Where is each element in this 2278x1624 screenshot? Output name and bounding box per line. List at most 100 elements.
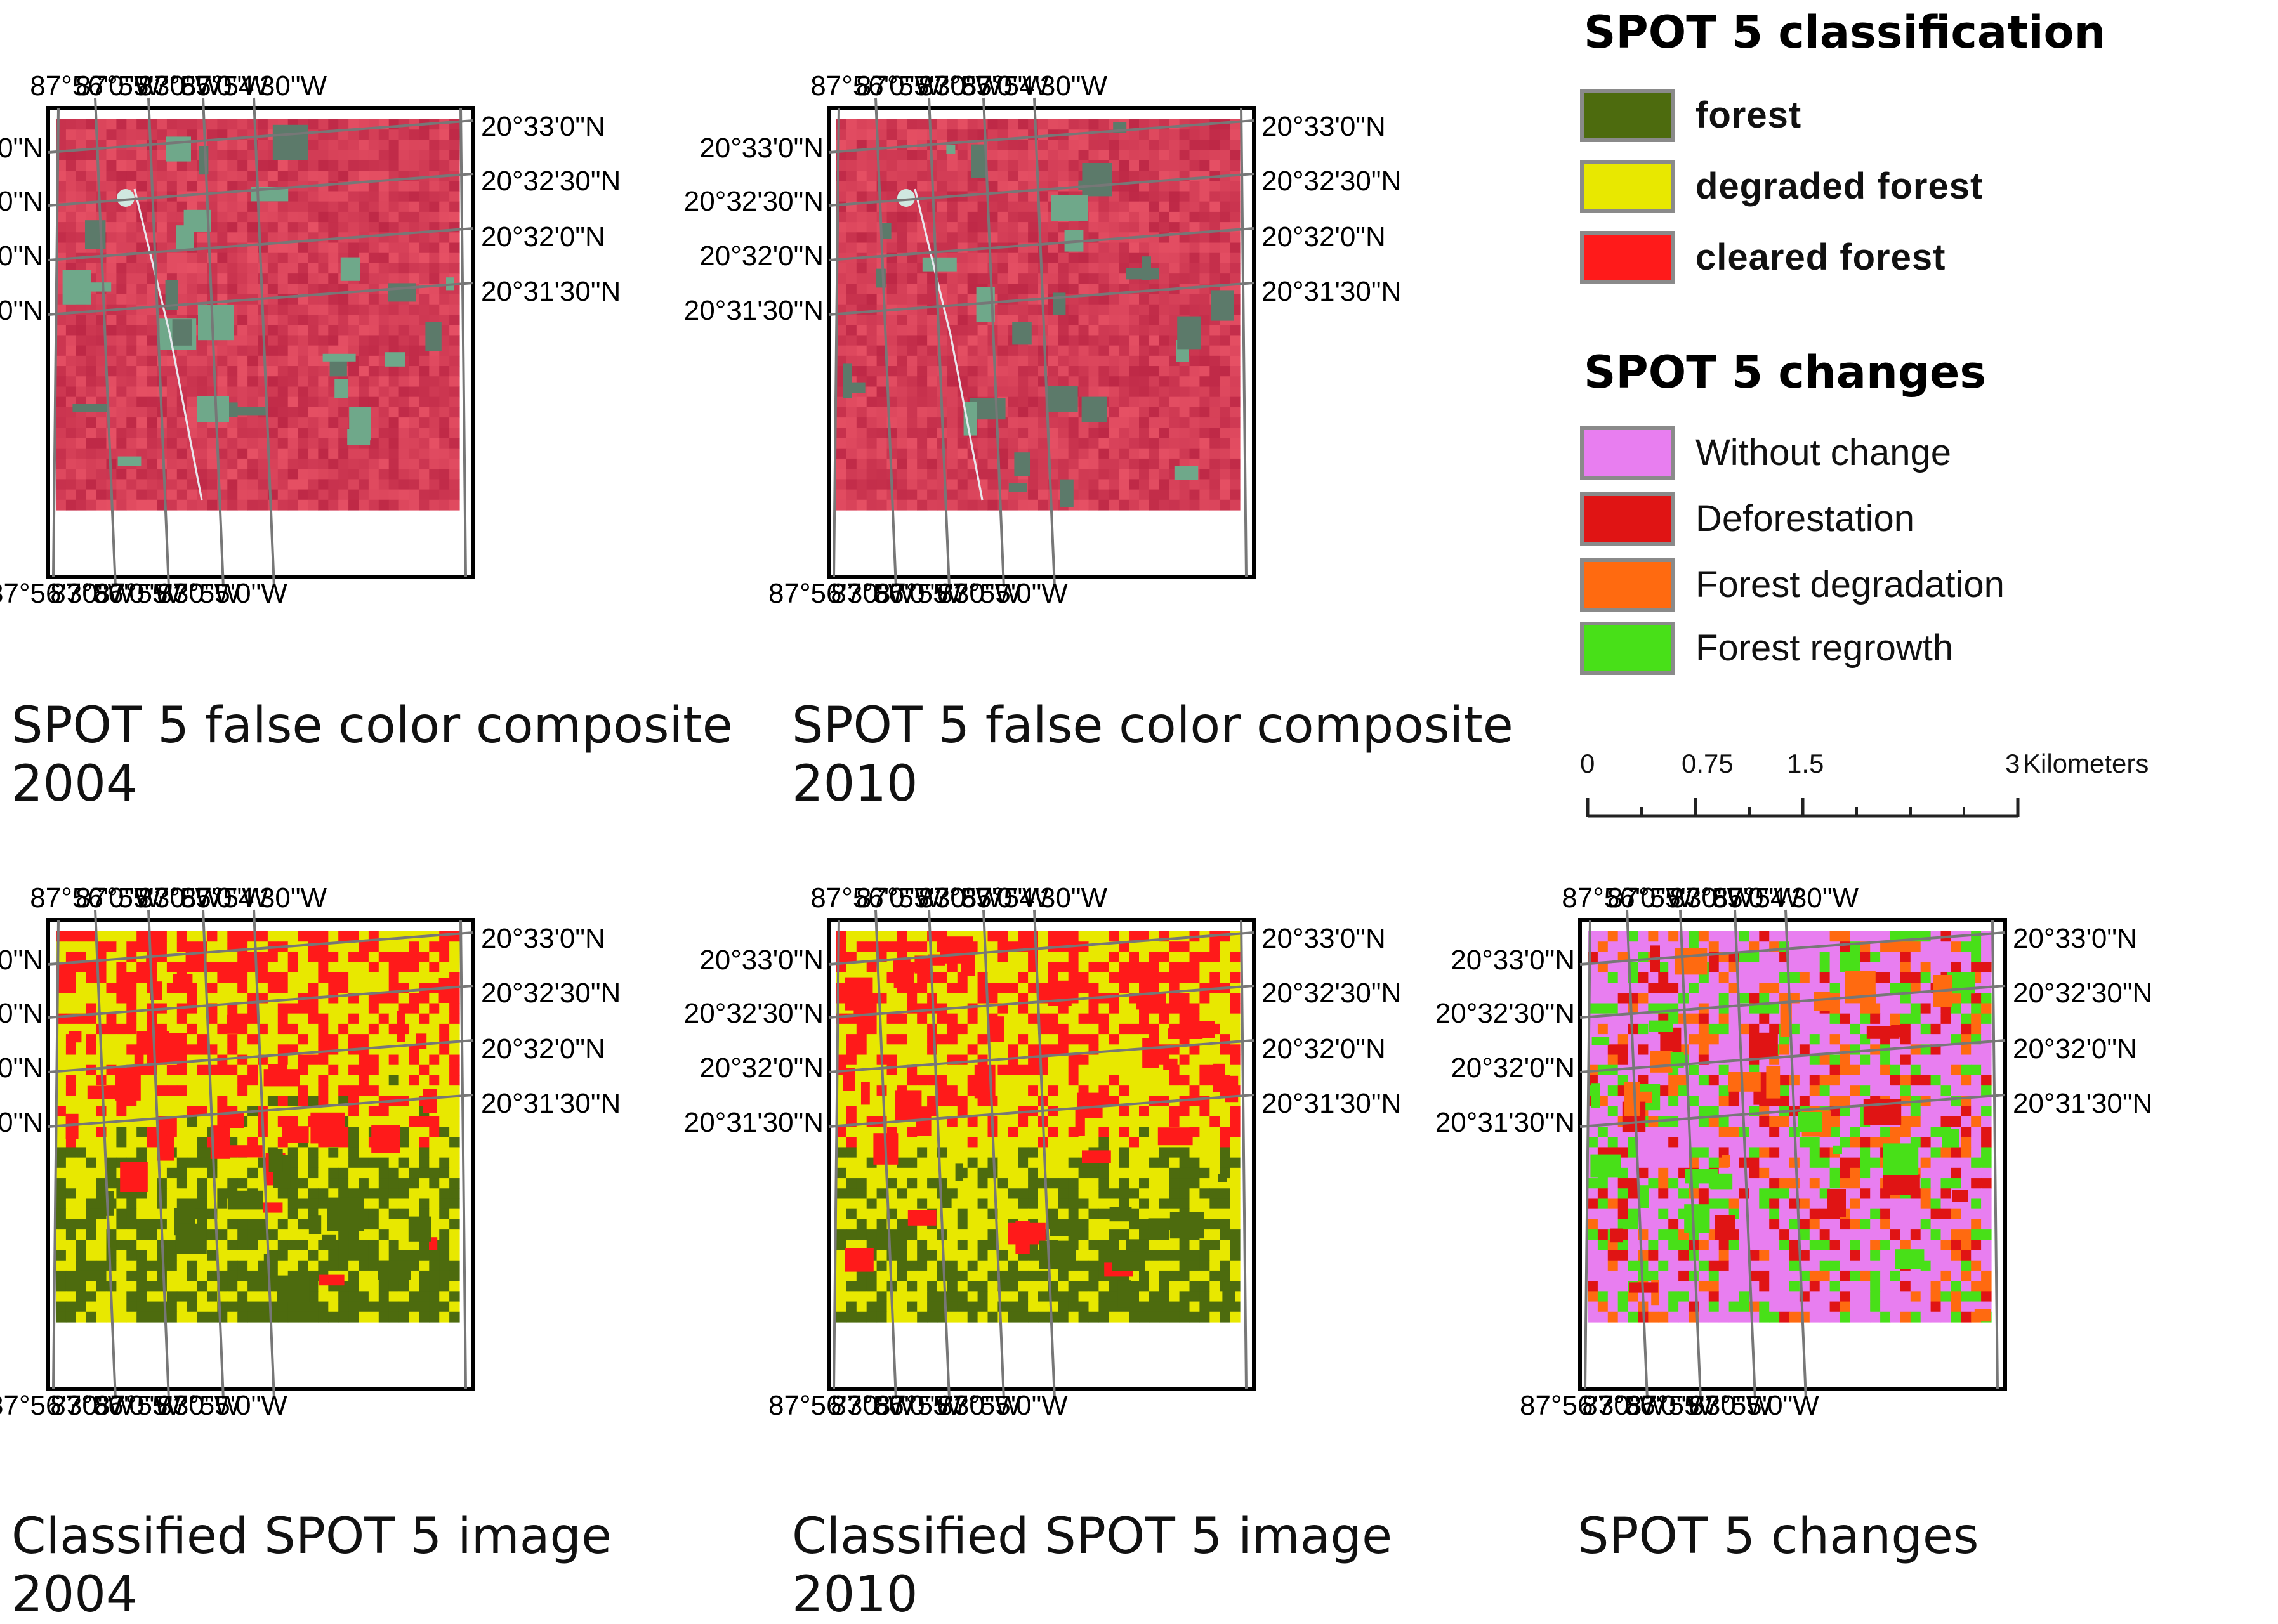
bottom-longitude-label: 87°56'0"W [831, 1390, 961, 1421]
top-longitude-label: 87°55'0"W [1669, 882, 1800, 914]
top-longitude-label: 87°56'0"W [30, 70, 161, 102]
left-latitude-label: 20°32'30"N [684, 186, 824, 217]
graticule [48, 97, 474, 588]
meridian-line [874, 909, 897, 1400]
bottom-longitude-label: 87°56'30"W [0, 1390, 134, 1421]
right-latitude-label: 20°32'30"N [2013, 978, 2152, 1009]
left-latitude-label: 20°32'30"N [0, 998, 43, 1029]
parallel-line [828, 931, 1254, 966]
map-panel-classified-2010: 87°56'0"W87°55'30"W87°55'0"W87°54'30"W87… [684, 882, 1401, 1421]
top-longitude-label: 87°54'30"W [181, 70, 327, 102]
top-longitude-label: 87°56'0"W [30, 882, 161, 914]
graticule [828, 909, 1254, 1400]
right-latitude-label: 20°31'30"N [481, 276, 621, 307]
meridian-line [253, 97, 275, 588]
meridian-line [1033, 909, 1056, 1400]
top-longitude-label: 87°55'0"W [918, 70, 1049, 102]
bottom-longitude-label: 87°56'0"W [50, 578, 181, 609]
meridian-line [982, 97, 1005, 588]
left-latitude-label: 20°31'30"N [684, 1107, 824, 1138]
parallel-line [828, 282, 1254, 316]
bottom-longitude-label: 87°56'30"W [1520, 1390, 1666, 1421]
top-longitude-label: 87°54'30"W [961, 70, 1107, 102]
parallel-line [828, 173, 1254, 207]
top-longitude-label: 87°55'30"W [76, 882, 221, 914]
right-latitude-label: 20°32'0"N [2013, 1033, 2137, 1064]
parallel-line [828, 1039, 1254, 1073]
bottom-longitude-label: 87°55'0"W [157, 1390, 287, 1421]
left-latitude-label: 20°32'0"N [0, 240, 43, 272]
bottom-longitude-label: 87°55'0"W [937, 578, 1068, 609]
top-longitude-label: 87°55'0"W [138, 882, 268, 914]
bottom-longitude-label: 87°55'30"W [1626, 1390, 1772, 1421]
meridian-line [874, 97, 897, 588]
bottom-longitude-label: 87°56'0"W [1582, 1390, 1713, 1421]
village [897, 189, 915, 207]
meridian-line [94, 909, 117, 1400]
edge-line [52, 919, 60, 1390]
graticule [828, 97, 1254, 588]
right-latitude-label: 20°33'0"N [481, 923, 605, 954]
right-latitude-label: 20°32'30"N [1261, 978, 1401, 1009]
graticule-labels: 87°56'0"W87°55'30"W87°55'0"W87°54'30"W87… [1435, 882, 2152, 1421]
caption-line: Classified SPOT 5 image [11, 1508, 612, 1565]
map-frame [46, 918, 475, 1391]
parallel-line [48, 282, 474, 316]
left-latitude-label: 20°33'0"N [699, 133, 824, 164]
caption-year: 2010 [792, 1566, 918, 1623]
caption-line: SPOT 5 false color composite [792, 697, 1513, 754]
parallel-line [48, 985, 474, 1019]
meridian-line [1033, 97, 1056, 588]
bottom-longitude-label: 87°56'0"W [831, 578, 961, 609]
bottom-longitude-label: 87°56'30"W [768, 1390, 914, 1421]
right-latitude-label: 20°31'30"N [481, 1088, 621, 1119]
scale-bar: 0 0.75 1.5 3 Kilometers [1580, 749, 2157, 825]
scale-label-0: 0 [1580, 749, 1595, 778]
edge-line [52, 107, 60, 578]
meridian-line [1679, 909, 1702, 1400]
left-latitude-label: 20°32'0"N [0, 1052, 43, 1084]
meridian-line [202, 909, 225, 1400]
caption-year: 2010 [792, 756, 918, 813]
changes-legend-title: SPOT 5 changes [1584, 346, 1987, 398]
meridian-line [1734, 909, 1756, 1400]
graticule-labels: 87°56'0"W87°55'30"W87°55'0"W87°54'30"W87… [684, 882, 1401, 1421]
graticule-labels: 87°56'0"W87°55'30"W87°55'0"W87°54'30"W87… [0, 882, 621, 1421]
top-longitude-label: 87°56'0"W [1562, 882, 1692, 914]
top-longitude-label: 87°55'30"W [1607, 882, 1753, 914]
legend-swatch [1580, 231, 1675, 284]
scale-label-075: 0.75 [1682, 749, 1734, 778]
meridian-line [94, 97, 117, 588]
right-latitude-label: 20°31'30"N [1261, 276, 1401, 307]
right-latitude-label: 20°33'0"N [1261, 111, 1386, 142]
left-latitude-label: 20°33'0"N [1451, 945, 1575, 976]
top-longitude-label: 87°55'30"W [76, 70, 221, 102]
meridian-line [928, 909, 951, 1400]
legend-label: cleared forest [1695, 237, 1946, 278]
road [914, 188, 984, 501]
left-latitude-label: 20°33'0"N [0, 945, 43, 976]
caption-line: SPOT 5 false color composite [11, 697, 733, 754]
caption-year: 2004 [11, 756, 138, 813]
edge-line [459, 919, 467, 1390]
graticule [1579, 909, 2006, 1400]
meridian-line [253, 909, 275, 1400]
caption-changes: SPOT 5 changes [1577, 1507, 1979, 1566]
left-latitude-label: 20°32'0"N [699, 1052, 824, 1084]
map-panel-fcc-2004: 87°56'0"W87°55'30"W87°55'0"W87°54'30"W87… [0, 70, 621, 609]
bottom-longitude-label: 87°55'30"W [875, 578, 1021, 609]
right-latitude-label: 20°32'30"N [1261, 166, 1401, 197]
edge-line [1991, 919, 1999, 1390]
left-latitude-label: 20°31'30"N [0, 295, 43, 326]
meridian-line [147, 909, 170, 1400]
bottom-longitude-label: 87°55'0"W [937, 1390, 1068, 1421]
left-latitude-label: 20°32'30"N [684, 998, 824, 1029]
meridian-line [928, 97, 951, 588]
legend-label: Forest regrowth [1695, 627, 1954, 669]
classification-legend-title: SPOT 5 classification [1584, 6, 2106, 58]
top-longitude-label: 87°56'0"W [810, 70, 941, 102]
map-frame [1578, 918, 2007, 1391]
scale-label-15: 1.5 [1787, 749, 1824, 778]
top-longitude-label: 87°54'30"W [1713, 882, 1859, 914]
caption-line: SPOT 5 changes [1577, 1508, 1979, 1565]
